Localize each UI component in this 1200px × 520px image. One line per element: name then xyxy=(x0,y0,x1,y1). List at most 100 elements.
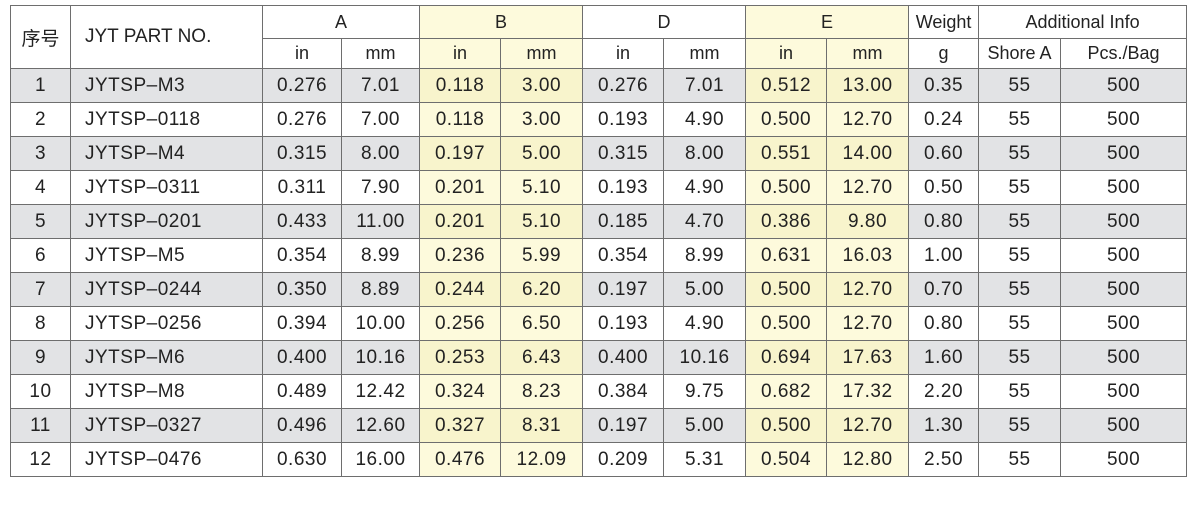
cell-d-mm: 8.00 xyxy=(663,136,747,171)
table-row: 2 JYTSP–0118 0.276 7.00 0.118 3.00 0.193 4.90 0.… xyxy=(10,102,1188,137)
cell-e-mm: 17.32 xyxy=(826,374,910,409)
cell-a-mm: 8.89 xyxy=(340,272,421,307)
cell-b-mm: 6.50 xyxy=(500,306,584,341)
cell-weight: 0.24 xyxy=(908,102,980,137)
cell-part-no: JYTSP–0244 xyxy=(70,272,263,307)
cell-d-in: 0.354 xyxy=(582,238,665,273)
header-a-mm: mm xyxy=(340,38,421,69)
header-weight-unit: g xyxy=(908,38,980,69)
cell-a-mm: 16.00 xyxy=(340,442,421,477)
cell-shore-a: 55 xyxy=(978,272,1062,307)
cell-b-mm: 3.00 xyxy=(500,102,584,137)
cell-index: 11 xyxy=(10,408,71,443)
cell-weight: 0.80 xyxy=(908,204,980,239)
cell-d-in: 0.193 xyxy=(582,170,665,205)
cell-pcs-per-bag: 500 xyxy=(1060,238,1188,273)
cell-a-in: 0.276 xyxy=(262,68,342,103)
cell-part-no: JYTSP–0327 xyxy=(70,408,263,443)
cell-d-mm: 10.16 xyxy=(663,340,747,375)
cell-pcs-per-bag: 500 xyxy=(1060,442,1188,477)
cell-b-in: 0.327 xyxy=(419,408,502,443)
cell-b-in: 0.118 xyxy=(419,68,502,103)
cell-shore-a: 55 xyxy=(978,408,1062,443)
cell-d-mm: 8.99 xyxy=(663,238,747,273)
cell-index: 8 xyxy=(10,306,71,341)
cell-a-mm: 7.01 xyxy=(340,68,421,103)
cell-shore-a: 55 xyxy=(978,340,1062,375)
table-row: 3 JYTSP–M4 0.315 8.00 0.197 5.00 0.315 8.00 0.55… xyxy=(10,136,1188,171)
cell-b-mm: 3.00 xyxy=(500,68,584,103)
cell-shore-a: 55 xyxy=(978,136,1062,171)
cell-index: 10 xyxy=(10,374,71,409)
cell-e-mm: 16.03 xyxy=(826,238,910,273)
cell-e-mm: 17.63 xyxy=(826,340,910,375)
cell-weight: 2.20 xyxy=(908,374,980,409)
cell-e-mm: 12.70 xyxy=(826,272,910,307)
cell-d-in: 0.185 xyxy=(582,204,665,239)
cell-b-in: 0.324 xyxy=(419,374,502,409)
header-group-b: B xyxy=(419,5,584,39)
table-row: 10 JYTSP–M8 0.489 12.42 0.324 8.23 0.384 9.75 0.… xyxy=(10,374,1188,409)
cell-shore-a: 55 xyxy=(978,238,1062,273)
cell-d-in: 0.197 xyxy=(582,408,665,443)
cell-b-in: 0.256 xyxy=(419,306,502,341)
cell-index: 7 xyxy=(10,272,71,307)
cell-d-in: 0.197 xyxy=(582,272,665,307)
cell-e-in: 0.500 xyxy=(745,170,828,205)
cell-a-in: 0.394 xyxy=(262,306,342,341)
cell-d-in: 0.315 xyxy=(582,136,665,171)
cell-pcs-per-bag: 500 xyxy=(1060,408,1188,443)
cell-d-mm: 5.31 xyxy=(663,442,747,477)
cell-weight: 1.30 xyxy=(908,408,980,443)
cell-pcs-per-bag: 500 xyxy=(1060,340,1188,375)
cell-e-mm: 9.80 xyxy=(826,204,910,239)
cell-index: 12 xyxy=(10,442,71,477)
cell-e-in: 0.500 xyxy=(745,408,828,443)
table-row: 1 JYTSP–M3 0.276 7.01 0.118 3.00 0.276 7.01 0.51… xyxy=(10,68,1188,103)
cell-d-in: 0.276 xyxy=(582,68,665,103)
cell-a-in: 0.354 xyxy=(262,238,342,273)
header-e-in: in xyxy=(745,38,828,69)
cell-index: 1 xyxy=(10,68,71,103)
table-row: 9 JYTSP–M6 0.400 10.16 0.253 6.43 0.400 10.16 0.… xyxy=(10,340,1188,375)
cell-weight: 1.60 xyxy=(908,340,980,375)
header-additional-info: Additional Info xyxy=(978,5,1188,39)
cell-b-mm: 8.23 xyxy=(500,374,584,409)
cell-b-in: 0.201 xyxy=(419,170,502,205)
cell-e-in: 0.504 xyxy=(745,442,828,477)
cell-weight: 0.50 xyxy=(908,170,980,205)
cell-e-in: 0.682 xyxy=(745,374,828,409)
cell-pcs-per-bag: 500 xyxy=(1060,102,1188,137)
cell-b-mm: 5.10 xyxy=(500,170,584,205)
cell-weight: 0.80 xyxy=(908,306,980,341)
header-b-in: in xyxy=(419,38,502,69)
cell-a-in: 0.496 xyxy=(262,408,342,443)
cell-a-in: 0.276 xyxy=(262,102,342,137)
cell-shore-a: 55 xyxy=(978,68,1062,103)
cell-a-mm: 12.60 xyxy=(340,408,421,443)
cell-d-mm: 4.90 xyxy=(663,170,747,205)
cell-b-in: 0.236 xyxy=(419,238,502,273)
spec-table: 序号 JYT PART NO. A B D E Weight Additiona… xyxy=(10,5,1188,477)
cell-a-mm: 10.16 xyxy=(340,340,421,375)
cell-a-mm: 8.00 xyxy=(340,136,421,171)
cell-part-no: JYTSP–0201 xyxy=(70,204,263,239)
table-row: 7 JYTSP–0244 0.350 8.89 0.244 6.20 0.197 5.00 0.… xyxy=(10,272,1188,307)
cell-shore-a: 55 xyxy=(978,306,1062,341)
cell-b-in: 0.476 xyxy=(419,442,502,477)
cell-a-mm: 8.99 xyxy=(340,238,421,273)
header-b-mm: mm xyxy=(500,38,584,69)
cell-part-no: JYTSP–0256 xyxy=(70,306,263,341)
table-row: 12 JYTSP–0476 0.630 16.00 0.476 12.09 0.209 5.3… xyxy=(10,442,1188,477)
cell-b-mm: 5.99 xyxy=(500,238,584,273)
cell-a-in: 0.311 xyxy=(262,170,342,205)
cell-e-in: 0.500 xyxy=(745,306,828,341)
cell-d-mm: 9.75 xyxy=(663,374,747,409)
header-a-in: in xyxy=(262,38,342,69)
cell-shore-a: 55 xyxy=(978,170,1062,205)
cell-e-mm: 13.00 xyxy=(826,68,910,103)
cell-b-mm: 6.43 xyxy=(500,340,584,375)
table-row: 4 JYTSP–0311 0.311 7.90 0.201 5.10 0.193 4.90 0.… xyxy=(10,170,1188,205)
cell-pcs-per-bag: 500 xyxy=(1060,68,1188,103)
cell-e-mm: 12.70 xyxy=(826,408,910,443)
